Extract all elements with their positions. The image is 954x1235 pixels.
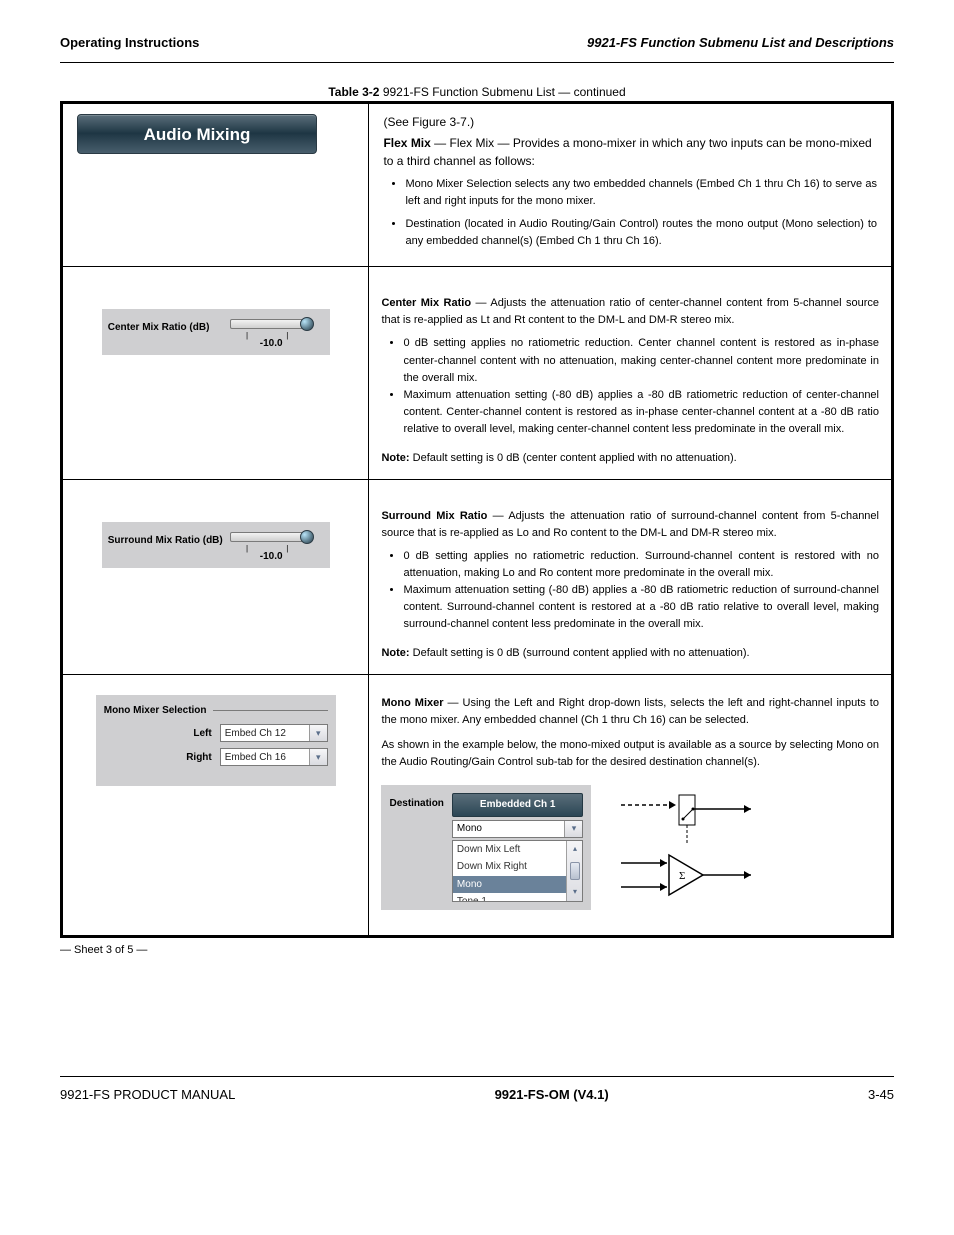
note-label-1: Note: bbox=[381, 452, 412, 464]
center-mix-track[interactable] bbox=[230, 319, 312, 329]
surround-mix-note: Default setting is 0 dB (surround conten… bbox=[413, 647, 750, 659]
surround-mix-b1: 0 dB setting applies no ratiometric redu… bbox=[403, 548, 879, 582]
mono-mixer-p2: As shown in the example below, the mono-… bbox=[381, 737, 879, 771]
function-table: Audio Mixing (See Figure 3-7.) Flex Mix … bbox=[60, 101, 894, 938]
mono-mixer-body: — Using the Left and Right drop-down lis… bbox=[381, 697, 879, 726]
chevron-down-icon[interactable]: ▾ bbox=[309, 749, 327, 765]
scroll-up-icon[interactable]: ▴ bbox=[573, 843, 577, 855]
surround-mix-knob[interactable] bbox=[300, 530, 314, 544]
sheet-tag: — Sheet 3 of 5 — bbox=[60, 944, 894, 956]
mono-right-combo[interactable]: Embed Ch 16 ▾ bbox=[220, 748, 328, 766]
destination-panel: Destination Embedded Ch 1 Mono ▾ bbox=[381, 785, 591, 910]
list-item-selected[interactable]: Mono bbox=[453, 876, 567, 894]
center-mix-b1: 0 dB setting applies no ratiometric redu… bbox=[403, 335, 879, 386]
mono-left-combo[interactable]: Embed Ch 12 ▾ bbox=[220, 724, 328, 742]
footer-left: 9921-FS PRODUCT MANUAL bbox=[60, 1087, 235, 1102]
note-label-2: Note: bbox=[381, 647, 412, 659]
center-mix-desc: Center Mix Ratio — Adjusts the attenuati… bbox=[381, 295, 879, 466]
mono-mixer-desc: Mono Mixer — Using the Left and Right dr… bbox=[381, 695, 879, 915]
svg-text:Σ: Σ bbox=[679, 870, 685, 882]
mono-right-value: Embed Ch 16 bbox=[221, 752, 309, 763]
destination-listbox[interactable]: Down Mix Left Down Mix Right Mono Tone 1… bbox=[452, 840, 584, 902]
header-right: 9921-FS Function Submenu List and Descri… bbox=[587, 35, 894, 50]
center-mix-label: Center Mix Ratio (dB) bbox=[108, 319, 226, 333]
footer-right: 3-45 bbox=[868, 1087, 894, 1102]
chevron-down-icon[interactable]: ▾ bbox=[564, 821, 582, 837]
center-mix-note: Default setting is 0 dB (center content … bbox=[413, 452, 737, 464]
surround-mix-slider-block: Surround Mix Ratio (dB) | | -10.0 bbox=[102, 522, 330, 568]
surround-mix-term: Surround Mix Ratio bbox=[381, 510, 487, 522]
scrollbar[interactable]: ▴ ▾ bbox=[566, 841, 582, 901]
mono-left-label: Left bbox=[193, 728, 211, 739]
surround-mix-label: Surround Mix Ratio (dB) bbox=[108, 532, 226, 546]
center-mix-term: Center Mix Ratio bbox=[381, 297, 471, 309]
center-mix-knob[interactable] bbox=[300, 317, 314, 331]
destination-label: Destination bbox=[389, 793, 451, 812]
mono-mixer-legend: Mono Mixer Selection bbox=[104, 705, 207, 716]
destination-combo-value: Mono bbox=[453, 821, 565, 837]
header-rule bbox=[60, 62, 894, 63]
surround-mix-desc: Surround Mix Ratio — Adjusts the attenua… bbox=[381, 508, 879, 662]
audio-mixing-description: (See Figure 3-7.) Flex Mix — Flex Mix — … bbox=[383, 114, 877, 250]
destination-head: Embedded Ch 1 bbox=[452, 793, 584, 817]
list-item[interactable]: Down Mix Left bbox=[453, 841, 567, 859]
list-item[interactable]: Tone 1 bbox=[453, 893, 567, 901]
footer-rule bbox=[60, 1076, 894, 1077]
scroll-thumb[interactable] bbox=[570, 862, 580, 880]
footer-middle: 9921-FS-OM (V4.1) bbox=[235, 1087, 868, 1102]
mono-mixer-panel: Mono Mixer Selection Left Embed Ch 12 ▾ … bbox=[96, 695, 336, 786]
chevron-down-icon[interactable]: ▾ bbox=[309, 725, 327, 741]
flex-mix-bullet-1: Mono Mixer Selection selects any two emb… bbox=[405, 176, 877, 210]
flex-mix-desc: Flex Mix — Provides a mono-mixer in whic… bbox=[383, 136, 871, 167]
mono-right-label: Right bbox=[186, 752, 212, 763]
center-mix-b2: Maximum attenuation setting (-80 dB) app… bbox=[403, 387, 879, 438]
mono-mixer-term: Mono Mixer bbox=[381, 697, 443, 709]
audio-mixing-button[interactable]: Audio Mixing bbox=[77, 114, 317, 154]
flex-mix-bullet-2: Destination (located in Audio Routing/Ga… bbox=[405, 216, 877, 250]
table-caption-title: 9921-FS Function Submenu List — continue… bbox=[383, 85, 626, 99]
mono-left-value: Embed Ch 12 bbox=[221, 728, 309, 739]
surround-mix-b2: Maximum attenuation setting (-80 dB) app… bbox=[403, 582, 879, 633]
list-item[interactable]: Down Mix Right bbox=[453, 858, 567, 876]
signal-diagram: Σ bbox=[621, 785, 761, 915]
header-left: Operating Instructions bbox=[60, 35, 199, 50]
center-mix-slider-block: Center Mix Ratio (dB) | | -10.0 bbox=[102, 309, 330, 355]
see-figure: (See Figure 3-7.) bbox=[383, 114, 877, 131]
table-caption: Table 3-2 9921-FS Function Submenu List … bbox=[60, 85, 894, 99]
destination-combo[interactable]: Mono ▾ bbox=[452, 820, 584, 838]
scroll-down-icon[interactable]: ▾ bbox=[573, 886, 577, 898]
surround-mix-track[interactable] bbox=[230, 532, 312, 542]
flex-mix-term: Flex Mix bbox=[383, 136, 430, 150]
table-caption-label: Table 3-2 bbox=[328, 85, 379, 99]
